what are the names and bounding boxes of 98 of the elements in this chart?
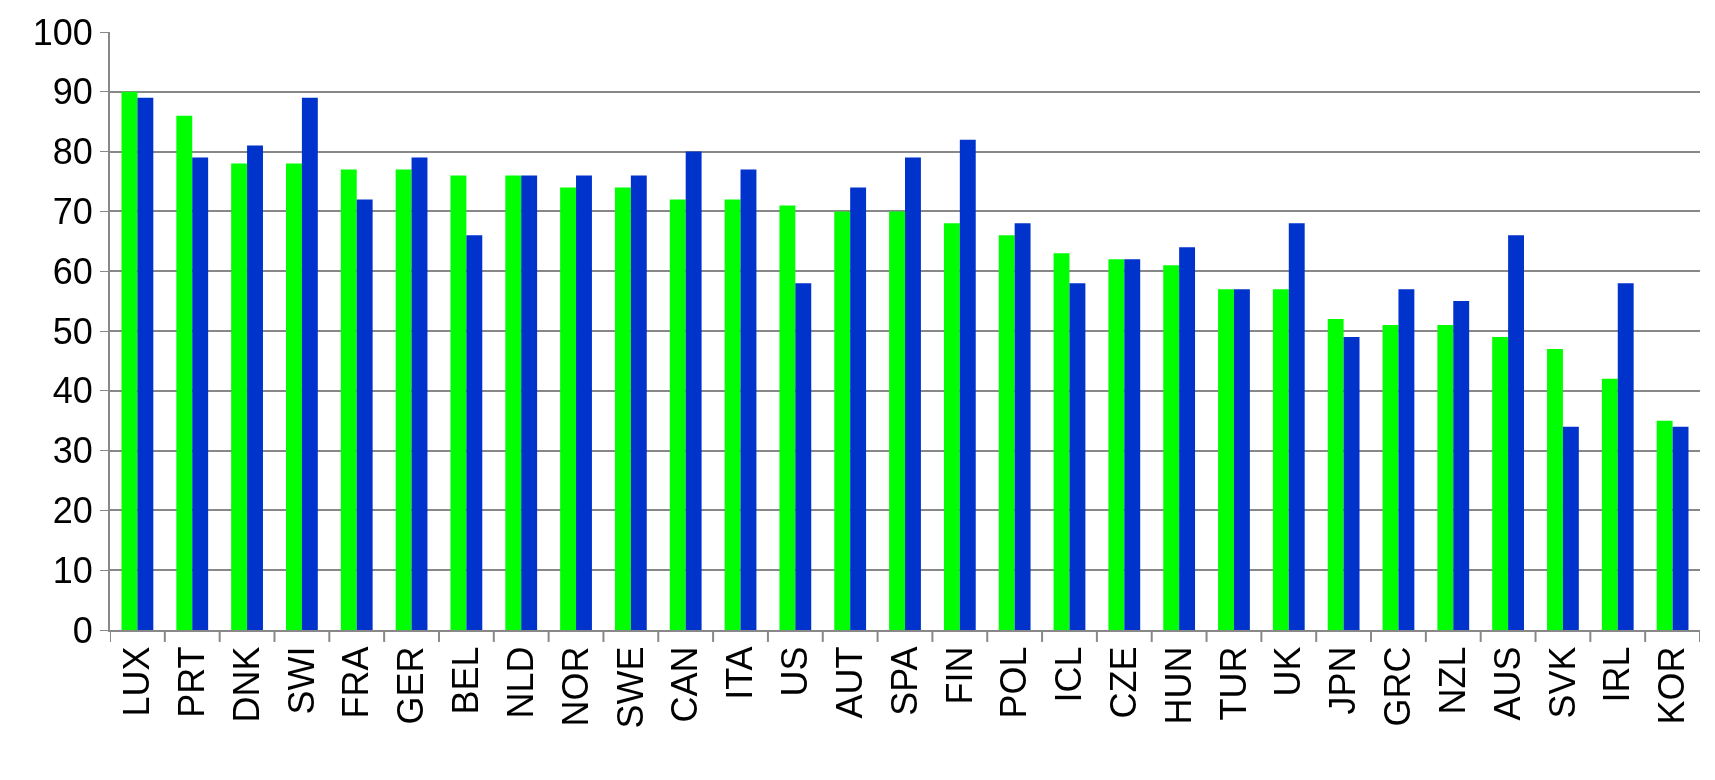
x-tick-label: GER: [390, 646, 432, 725]
bar: [340, 169, 357, 630]
bar: [669, 199, 686, 630]
bar: [1069, 283, 1086, 630]
bar: [1453, 301, 1470, 630]
x-tick-label: TUR: [1212, 646, 1254, 721]
bar: [1179, 247, 1196, 630]
bar: [576, 175, 592, 630]
bar: [1218, 289, 1234, 630]
x-tick-label: ITA: [719, 646, 761, 700]
x-tick-label: JPN: [1322, 646, 1364, 715]
bar: [286, 163, 302, 630]
bar: [560, 187, 577, 630]
bar: [889, 211, 905, 630]
y-tick-label: 90: [52, 71, 93, 113]
y-tick-label: 40: [52, 370, 93, 412]
y-tick-label: 80: [52, 131, 93, 173]
y-tick-label: 10: [52, 549, 93, 591]
bar: [1233, 289, 1250, 630]
bar: [834, 211, 851, 630]
bar: [192, 157, 209, 630]
y-tick-label: 100: [32, 11, 93, 53]
bar: [1562, 426, 1579, 630]
bar: [779, 205, 796, 630]
bar: [1601, 378, 1618, 630]
x-tick-label: NZL: [1431, 646, 1473, 715]
bar: [1382, 325, 1399, 630]
x-tick-label: SVK: [1541, 646, 1583, 719]
bar: [905, 157, 921, 630]
y-tick-label: 0: [72, 609, 93, 651]
bar: [1108, 259, 1125, 630]
x-tick-label: BEL: [445, 646, 487, 715]
x-tick-label: HUN: [1157, 646, 1199, 725]
bar: [1343, 336, 1360, 630]
x-tick-label: SWI: [280, 646, 322, 715]
bar: [356, 199, 373, 630]
bar: [121, 91, 138, 630]
y-tick-label: 50: [52, 310, 93, 352]
y-tick-label: 20: [52, 490, 93, 531]
bar: [1014, 223, 1031, 630]
bar: [724, 199, 741, 630]
bar: [1547, 348, 1563, 630]
x-tick-label: LUX: [116, 646, 158, 717]
bar: [1288, 223, 1305, 630]
bar: [395, 169, 412, 630]
bar: [795, 283, 812, 630]
x-tick-label: CAN: [664, 646, 706, 723]
bar: [1327, 319, 1344, 630]
x-tick-label: AUT: [828, 646, 870, 719]
bar: [505, 175, 522, 630]
x-tick-label: PRT: [170, 646, 212, 718]
bar: [521, 175, 538, 630]
x-tick-label: FIN: [938, 646, 980, 705]
bar: [614, 187, 631, 630]
bar: [411, 157, 428, 630]
bar: [943, 223, 960, 630]
bar: [1492, 336, 1509, 630]
y-tick-label: 70: [52, 191, 93, 232]
bar: [1617, 283, 1634, 630]
x-tick-label: GRC: [1377, 646, 1419, 727]
bar: [850, 187, 867, 630]
x-tick-label: AUS: [1486, 646, 1528, 721]
bar: [1656, 420, 1673, 630]
bar: [1508, 235, 1524, 630]
bar: [137, 97, 154, 630]
bar: [1124, 259, 1141, 630]
x-tick-label: NLD: [499, 646, 541, 719]
x-tick-label: DNK: [225, 646, 267, 723]
bar: [247, 145, 263, 630]
bar: [740, 169, 757, 630]
bar: [1398, 289, 1415, 630]
bar: [1053, 253, 1070, 630]
bar: [1163, 265, 1180, 630]
bar: [998, 235, 1015, 630]
x-tick-label: SPA: [883, 646, 925, 716]
bar: [1437, 325, 1454, 630]
x-tick-label: CZE: [1103, 646, 1145, 719]
bar: [301, 97, 318, 630]
x-tick-label: FRA: [335, 646, 377, 719]
bar: [685, 151, 702, 630]
x-tick-label: UK: [1267, 646, 1309, 697]
x-tick-label: ICL: [1048, 646, 1090, 703]
bar: [630, 175, 647, 630]
x-tick-label: US: [774, 646, 816, 697]
x-tick-label: SWE: [609, 646, 651, 729]
bar: [176, 115, 193, 630]
x-tick-label: NOR: [554, 646, 596, 727]
x-tick-label: POL: [993, 646, 1035, 719]
bar: [231, 163, 248, 630]
bar: [466, 235, 483, 630]
x-tick-label: KOR: [1651, 646, 1693, 725]
y-tick-label: 30: [52, 430, 93, 472]
bar: [450, 175, 467, 630]
bar: [959, 139, 976, 630]
x-tick-label: IRL: [1596, 646, 1638, 703]
bar: [1272, 289, 1289, 630]
y-tick-label: 60: [52, 250, 93, 292]
bar: [1672, 426, 1689, 630]
